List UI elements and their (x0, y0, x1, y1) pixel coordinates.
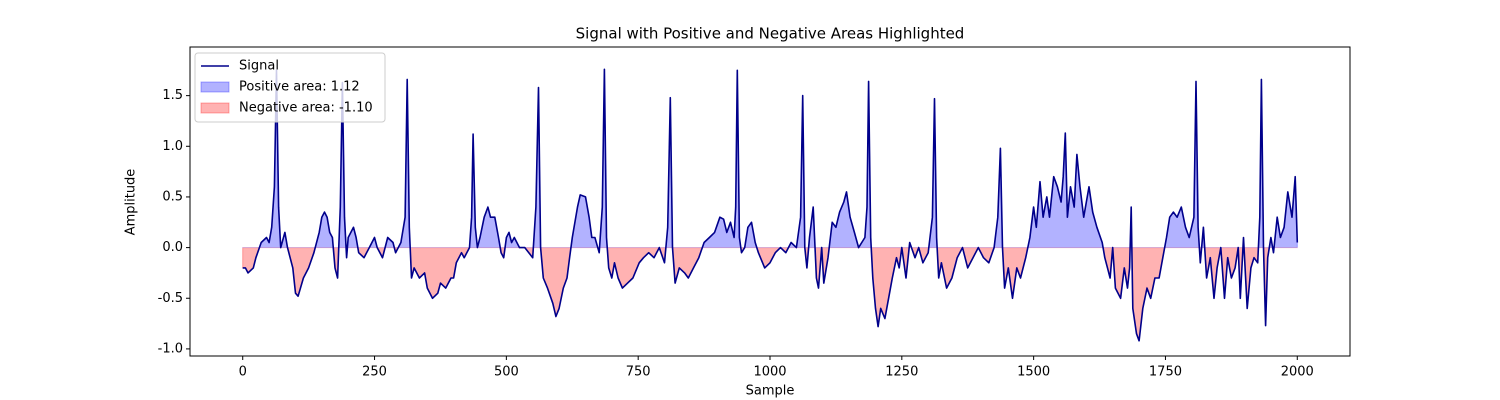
x-tick-label: 1250 (885, 365, 918, 380)
y-axis-label: Amplitude (124, 169, 139, 236)
plot-frame (189, 46, 1351, 357)
fill-area (242, 247, 1298, 341)
x-axis-label: Sample (746, 384, 795, 399)
legend-label: Signal (239, 59, 279, 74)
x-tick-label: 250 (362, 365, 387, 380)
legend-label: Positive area: 1.12 (239, 80, 360, 95)
x-tick-label: 0 (239, 365, 247, 380)
x-tick-label: 1500 (1017, 365, 1050, 380)
y-tick-label: -1.0 (158, 341, 183, 356)
chart-title: Signal with Positive and Negative Areas … (576, 25, 965, 43)
y-tick-label: 1.0 (162, 139, 183, 154)
legend-box (194, 52, 386, 123)
legend-swatch (200, 81, 230, 93)
x-tick-label: 500 (494, 365, 519, 380)
legend-label: Negative area: -1.10 (239, 101, 373, 116)
y-tick-label: 0.5 (162, 189, 183, 204)
x-tick-label: 750 (626, 365, 651, 380)
signal-line (242, 68, 1299, 342)
legend: Signal Positive area: 1.12 Negative area: … (194, 52, 386, 123)
y-tick-label: 1.5 (162, 88, 183, 103)
x-tick-label: 1000 (753, 365, 786, 380)
x-tick-label: 2000 (1281, 365, 1314, 380)
y-tick-label: 0.0 (162, 240, 183, 255)
y-tick-label: -0.5 (158, 291, 183, 306)
x-tick-label: 1750 (1149, 365, 1182, 380)
legend-swatch (200, 102, 230, 114)
